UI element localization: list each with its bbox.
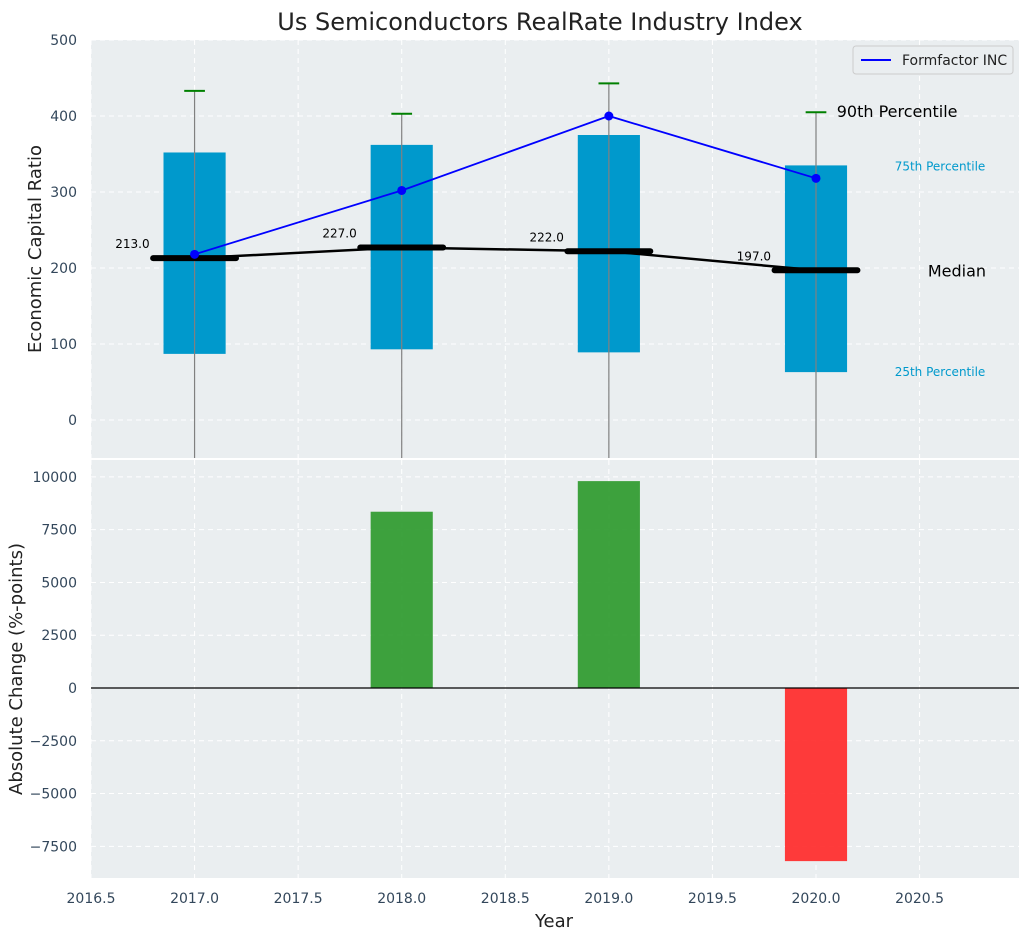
bottom-y-tick-label: 10000 <box>32 470 77 486</box>
median-value-label: 222.0 <box>530 230 564 244</box>
x-tick-label: 2019.5 <box>688 891 737 907</box>
top-y-tick-label: 300 <box>50 185 77 201</box>
top-panel-boxes: 213.0 227.0 222.0 197.0 90th Percentile 75th … <box>115 82 986 458</box>
median-value-label: 197.0 <box>737 249 771 263</box>
company-line <box>194 115 817 256</box>
p90-annotation: 90th Percentile <box>837 102 958 121</box>
p25-annotation: 25th Percentile <box>895 365 986 379</box>
company-point <box>604 111 614 121</box>
bottom-y-tick-label: 2500 <box>41 628 77 644</box>
positive-change-bar <box>370 511 433 688</box>
top-y-tick-label: 0 <box>68 413 77 429</box>
top-panel-y-ticks: 0 100 200 300 400 500 <box>50 33 77 429</box>
bottom-y-tick-label: 7500 <box>41 523 77 539</box>
legend: Formfactor INC <box>852 45 1014 75</box>
top-panel-y-axis-label: Economic Capital Ratio <box>25 145 46 353</box>
x-tick-label: 2017.0 <box>170 891 219 907</box>
x-tick-label: 2016.5 <box>67 891 116 907</box>
top-panel: 213.0 227.0 222.0 197.0 90th Percentile 75th … <box>25 33 1019 458</box>
legend-company-label: Formfactor INC <box>902 53 1007 69</box>
top-y-tick-label: 400 <box>50 109 77 125</box>
x-tick-label: 2019.0 <box>584 891 633 907</box>
median-value-label: 227.0 <box>322 226 356 240</box>
bottom-panel: −7500 −5000 −2500 0 2500 5000 7500 10000 Absolu… <box>6 460 1019 932</box>
x-axis-label: Year <box>534 911 574 932</box>
bottom-panel-y-ticks: −7500 −5000 −2500 0 2500 5000 7500 10000 <box>30 470 77 855</box>
bottom-y-tick-label: 0 <box>68 681 77 697</box>
median-annotation: Median <box>928 261 986 280</box>
company-point <box>397 185 407 195</box>
median-value-label: 213.0 <box>115 237 149 251</box>
bottom-y-tick-label: −5000 <box>30 787 77 803</box>
x-tick-label: 2018.5 <box>481 891 530 907</box>
legend-box <box>852 45 1014 75</box>
x-tick-label: 2017.5 <box>274 891 323 907</box>
positive-change-bar <box>577 481 640 688</box>
company-point <box>811 173 821 183</box>
x-tick-label: 2018.0 <box>377 891 426 907</box>
top-y-tick-label: 100 <box>50 337 77 353</box>
bottom-y-tick-label: −7500 <box>30 839 77 855</box>
bottom-panel-y-axis-label: Absolute Change (%-points) <box>6 543 27 795</box>
median-trend-line <box>194 246 817 272</box>
top-y-tick-label: 500 <box>50 33 77 49</box>
x-ticks: 2016.5 2017.0 2017.5 2018.0 2018.5 2019.0 2019… <box>67 891 945 907</box>
p75-annotation: 75th Percentile <box>895 159 986 173</box>
x-tick-label: 2020.5 <box>895 891 944 907</box>
bottom-panel-background <box>91 460 1019 878</box>
bottom-y-tick-label: 5000 <box>41 575 77 591</box>
chart-title: Us Semiconductors RealRate Industry Inde… <box>277 8 802 36</box>
top-y-tick-label: 200 <box>50 261 77 277</box>
top-panel-background <box>91 40 1019 458</box>
x-tick-label: 2020.0 <box>792 891 841 907</box>
bottom-y-tick-label: −2500 <box>30 734 77 750</box>
company-point <box>190 249 200 259</box>
negative-change-bar <box>784 688 848 862</box>
bottom-panel-bars <box>91 481 1019 862</box>
